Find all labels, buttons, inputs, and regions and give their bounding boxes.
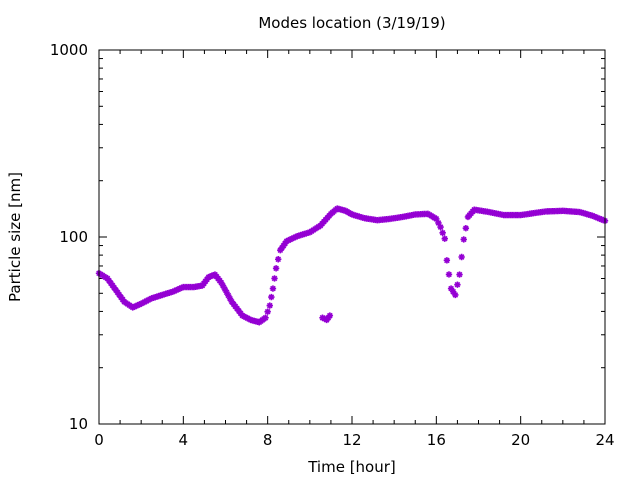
data-point [456,271,463,278]
data-point [221,285,228,293]
data-point [437,223,444,231]
chart-title: Modes location (3/19/19) [258,14,445,32]
y-tick-label: 10 [69,415,88,433]
data-point [439,229,446,237]
data-point [450,288,457,295]
y-tick-label: 1000 [50,41,88,59]
data-point [462,225,470,232]
data-point [223,289,230,296]
data-point [460,236,467,243]
data-point [458,253,465,261]
data-point [269,285,277,292]
data-point [454,281,461,288]
data-point [226,295,234,302]
data-point [225,292,232,299]
axis-tick-labels: 0 4 8 12 16 20 24 10 100 1000 [50,41,615,449]
data-point [452,291,459,299]
data-point [433,215,440,223]
plot-frame [98,49,606,425]
y-axis-label: Particle size [nm] [6,172,24,302]
y-tick-label: 100 [59,228,88,246]
data-point [435,219,442,227]
data-point [219,282,227,290]
data-point [275,256,282,263]
data-point [268,293,275,301]
axis-ticks [98,49,606,425]
data-points [95,205,609,326]
data-point [264,308,271,315]
data-point [441,235,448,242]
data-point [266,302,273,309]
data-point [326,312,334,319]
data-point [262,314,269,321]
data-point [218,279,225,286]
data-point [445,271,453,278]
x-tick-label: 16 [427,431,446,449]
data-point [443,257,451,264]
x-tick-label: 20 [511,431,530,449]
x-tick-label: 8 [263,431,273,449]
x-axis-label: Time [hour] [307,458,396,476]
x-tick-label: 24 [595,431,614,449]
x-tick-label: 12 [342,431,361,449]
data-point [271,275,278,282]
x-tick-label: 0 [94,431,104,449]
data-point [272,265,280,272]
data-point [447,285,455,292]
x-tick-label: 4 [179,431,189,449]
